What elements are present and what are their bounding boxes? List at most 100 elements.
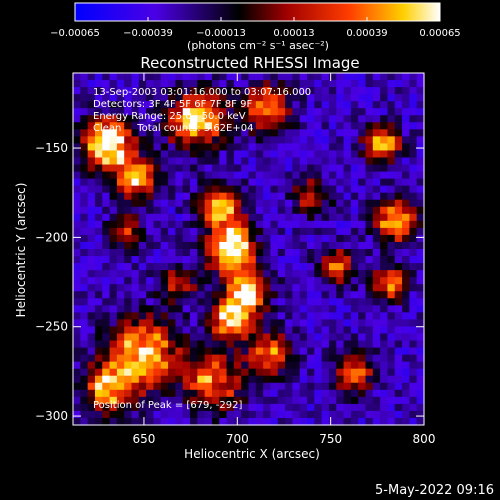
heatmap-cell: [197, 298, 206, 306]
heatmap-cell: [350, 206, 359, 215]
heatmap-cell: [73, 192, 81, 201]
heatmap-cell: [270, 305, 279, 313]
heatmap-cell: [80, 319, 89, 328]
heatmap-cell: [394, 143, 403, 152]
x-tick-label: 800: [413, 432, 436, 446]
heatmap-cell: [321, 305, 330, 313]
heatmap-cell: [233, 143, 242, 152]
heatmap-cell: [307, 326, 315, 335]
heatmap-cell: [197, 94, 206, 102]
heatmap-cell: [336, 389, 345, 398]
heatmap-cell: [299, 94, 308, 102]
heatmap-cell: [314, 94, 323, 102]
heatmap-cell: [87, 270, 96, 278]
heatmap-cell: [241, 263, 250, 271]
heatmap-cell: [285, 291, 293, 299]
heatmap-cell: [292, 213, 301, 222]
heatmap-cell: [328, 284, 337, 292]
heatmap-cell: [190, 143, 198, 152]
heatmap-cell: [387, 382, 396, 391]
heatmap-cell: [394, 298, 403, 306]
heatmap-cell: [219, 171, 228, 180]
heatmap-cell: [182, 171, 191, 180]
heatmap-cell: [226, 354, 235, 363]
heatmap-cell: [358, 171, 367, 180]
heatmap-cell: [116, 354, 125, 363]
heatmap-cell: [270, 263, 279, 271]
heatmap-cell: [168, 375, 176, 384]
heatmap-cell: [226, 199, 235, 208]
heatmap-cell: [226, 129, 235, 137]
heatmap-cell: [168, 101, 176, 109]
heatmap-cell: [270, 108, 279, 116]
heatmap-cell: [402, 361, 410, 370]
heatmap-cell: [226, 291, 235, 299]
heatmap-cell: [358, 382, 367, 391]
heatmap-cell: [299, 115, 308, 123]
heatmap-cell: [182, 417, 191, 426]
heatmap-cell: [372, 340, 381, 349]
heatmap-cell: [402, 185, 410, 194]
heatmap-cell: [182, 87, 191, 95]
heatmap-cell: [190, 101, 198, 109]
heatmap-cell: [87, 192, 96, 201]
heatmap-cell: [307, 73, 315, 81]
heatmap-cell: [255, 185, 264, 194]
heatmap-cell: [380, 80, 389, 88]
heatmap-cell: [182, 340, 191, 349]
heatmap-cell: [416, 277, 425, 285]
heatmap-cell: [197, 157, 206, 166]
heatmap-cell: [299, 256, 308, 264]
heatmap-cell: [153, 263, 162, 271]
heatmap-cell: [226, 94, 235, 102]
heatmap-cell: [116, 396, 125, 405]
heatmap-cell: [248, 319, 257, 328]
heatmap-cell: [255, 87, 264, 95]
heatmap-cell: [277, 298, 286, 306]
heatmap-cell: [285, 164, 293, 173]
heatmap-cell: [153, 80, 162, 88]
heatmap-cell: [160, 368, 169, 377]
heatmap-cell: [233, 298, 242, 306]
heatmap-cell: [87, 80, 96, 88]
heatmap-cell: [211, 340, 220, 349]
heatmap-cell: [153, 410, 162, 419]
heatmap-cell: [416, 340, 425, 349]
heatmap-cell: [409, 410, 418, 419]
heatmap-cell: [299, 389, 308, 398]
heatmap-cell: [102, 150, 111, 159]
heatmap-cell: [343, 213, 352, 222]
heatmap-cell: [307, 136, 315, 144]
heatmap-cell: [138, 312, 147, 320]
heatmap-cell: [190, 213, 198, 222]
heatmap-cell: [182, 206, 191, 215]
heatmap-cell: [270, 129, 279, 137]
heatmap-cell: [270, 199, 279, 208]
heatmap-cell: [116, 417, 125, 426]
heatmap-cell: [241, 333, 250, 342]
heatmap-cell: [248, 298, 257, 306]
heatmap-cell: [80, 298, 89, 306]
heatmap-cell: [402, 403, 410, 412]
heatmap-cell: [321, 291, 330, 299]
heatmap-cell: [292, 164, 301, 173]
heatmap-cell: [416, 87, 425, 95]
heatmap-cell: [358, 143, 367, 152]
heatmap-cell: [307, 220, 315, 229]
heatmap-cell: [131, 305, 140, 313]
heatmap-cell: [365, 410, 374, 419]
heatmap-cell: [241, 73, 250, 81]
heatmap-cell: [248, 249, 257, 257]
heatmap-cell: [219, 73, 228, 81]
heatmap-cell: [102, 291, 111, 299]
heatmap-cell: [292, 354, 301, 363]
heatmap-cell: [219, 284, 228, 292]
heatmap-cell: [124, 256, 133, 264]
heatmap-cell: [124, 199, 133, 208]
heatmap-cell: [299, 410, 308, 419]
heatmap-cell: [146, 199, 155, 208]
heatmap-cell: [321, 94, 330, 102]
heatmap-cell: [124, 143, 133, 152]
heatmap-cell: [402, 396, 410, 405]
heatmap-cell: [190, 94, 198, 102]
